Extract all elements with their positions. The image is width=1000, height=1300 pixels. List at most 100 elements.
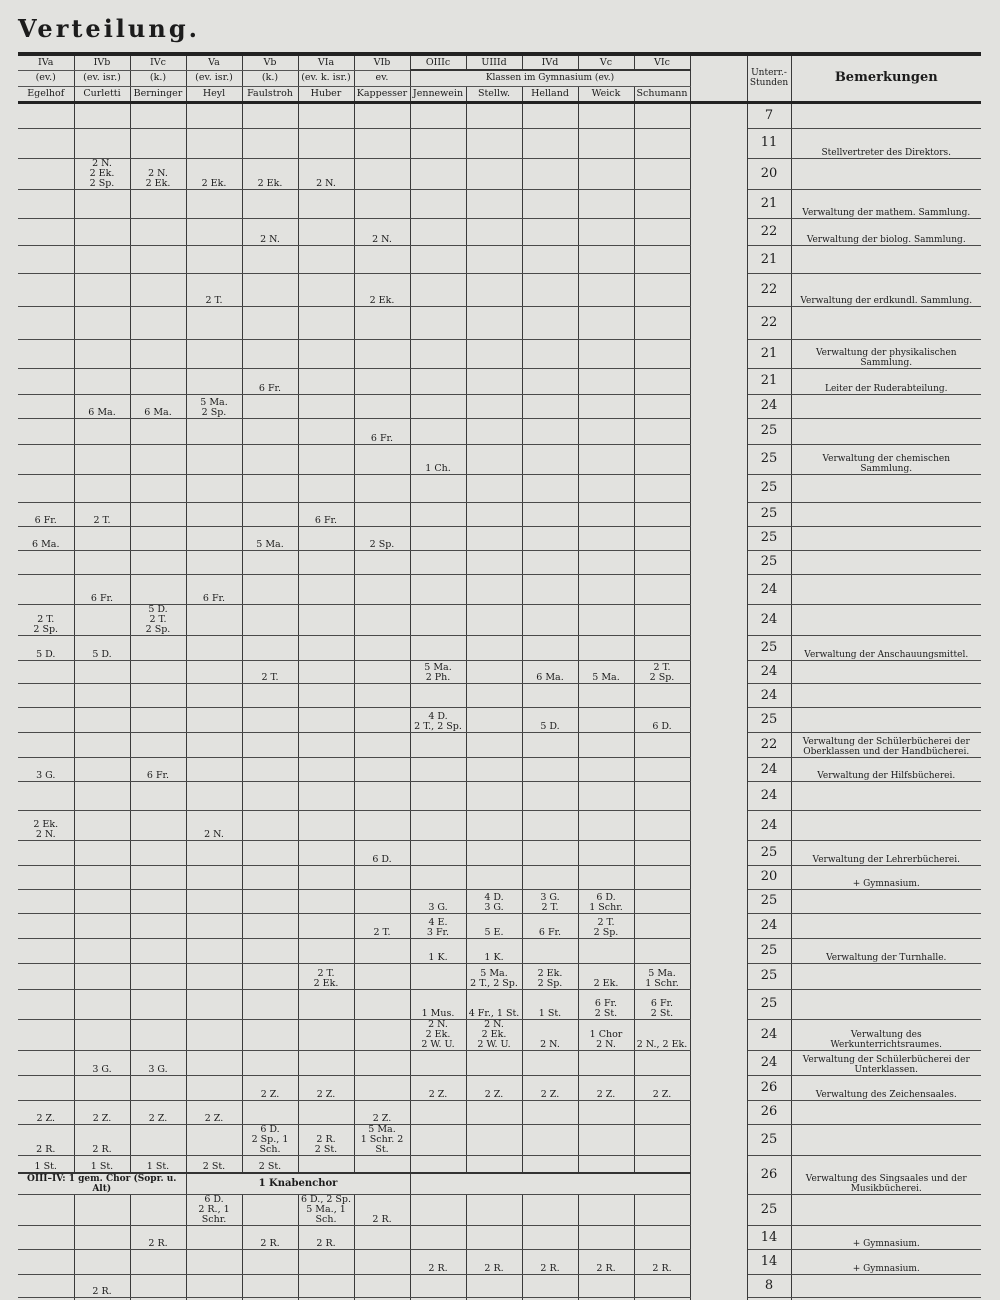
table-row: 21 Verwaltung der mathem. Sammlung. [18,189,981,219]
hours-cell: 25 [746,840,792,866]
assignment-cell [410,635,467,661]
assignment-cell [242,189,299,219]
assignment-cell: 2 Z. [578,1075,635,1101]
assignment-cell [522,1100,579,1125]
assignment-cell [634,474,691,503]
assignment-cell: 2 Sp. [354,526,411,551]
assignment-cell [74,1194,131,1226]
assignment-cell [466,1274,523,1298]
assignment-cell [466,574,523,605]
assignment-cell [74,444,131,475]
assignment-cell [410,273,467,307]
gap-cell [690,1075,748,1100]
assignment-cell [354,938,411,964]
remark-cell [791,306,981,340]
remark-cell [791,550,981,575]
assignment-cell [466,444,523,475]
assignment-cell: 4 Fr., 1 St. [466,989,523,1020]
assignment-cell [18,1019,75,1051]
assignment-cell [634,100,691,129]
table-row: 25 [18,474,981,503]
assignment-cell [74,306,131,340]
assignment-cell [186,604,243,636]
assignment-cell [298,913,355,939]
assignment-cell: 6 D. [634,707,691,733]
table-row: 24 [18,683,981,708]
assignment-cell [466,604,523,636]
gap-cell [690,683,748,708]
hours-cell: 25 [746,526,792,551]
assignment-cell [578,781,635,811]
assignment-cell [186,100,243,129]
assignment-cell [466,660,523,684]
assignment-cell [354,1050,411,1076]
assignment-cell [242,963,299,990]
assignment-cell [354,100,411,129]
assignment-cell [522,635,579,661]
assignment-cell: 6 D. 1 Schr. [578,889,635,914]
assignment-cell [634,502,691,527]
assignment-cell [298,128,355,159]
assignment-cell [74,1249,131,1275]
remark-cell [791,502,981,527]
assignment-cell: 2 R. [466,1249,523,1275]
assignment-cell [18,550,75,575]
hours-cell: 24 [746,757,792,782]
assignment-cell [74,189,131,219]
assignment-cell [298,474,355,503]
assignment-cell [578,218,635,246]
assignment-cell [74,218,131,246]
teacher-header: Curletti [74,86,131,103]
assignment-cell [578,810,635,841]
assignment-cell: 2 N., 2 Ek. [634,1019,691,1051]
class-header: VIc [634,52,691,71]
table-row: 1 Mus. 4 Fr., 1 St. 1 St. 6 Fr. 2 St. 6 Fr. … [18,989,981,1020]
assignment-cell [298,574,355,605]
assignment-cell [186,781,243,811]
remark-cell [791,989,981,1020]
assignment-cell [242,550,299,575]
assignment-cell [634,913,691,939]
assignment-cell [466,1050,523,1076]
assignment-cell [634,574,691,605]
assignment-cell [522,306,579,340]
assignment-cell [74,781,131,811]
assignment-cell [186,1274,243,1298]
assignment-cell [298,306,355,340]
remark-cell: Verwaltung der Hilfsbücherei. [791,757,981,782]
assignment-cell: 2 R. [578,1249,635,1275]
assignment-cell [578,1124,635,1156]
gap-cell [690,1100,748,1124]
assignment-cell [522,840,579,866]
assignment-cell [74,474,131,503]
hours-cell: 22 [746,732,792,758]
table-row: 2 N. 2 Ek. 2 W. U. 2 N. 2 Ek. 2 W. U. 2 N.… [18,1019,981,1051]
assignment-cell [466,273,523,307]
assignment-cell [242,1249,299,1275]
assignment-cell: 3 G. [18,757,75,782]
hours-cell: 7 [746,100,792,129]
assignment-cell [186,707,243,733]
assignment-cell [578,526,635,551]
assignment-cell: 2 Z. [130,1100,187,1125]
assignment-cell [186,502,243,527]
assignment-cell [354,502,411,527]
hours-cell: 21 [746,368,792,395]
assignment-cell: 2 R. [242,1225,299,1250]
assignment-cell: 6 Ma. [522,660,579,684]
gap-cell [690,889,748,913]
gap-cell [690,502,748,526]
remark-cell: Stellvertreter des Direktors. [791,128,981,159]
class-header: UIIId [466,52,523,71]
hours-cell: 24 [746,683,792,708]
assignment-cell [634,810,691,841]
table-row: 6 Ma. 6 Ma. 5 Ma. 2 Sp. 24 [18,394,981,419]
assignment-cell: 1 St. [522,989,579,1020]
assignment-cell [466,1155,523,1174]
assignment-cell [634,1050,691,1076]
gap-cell [690,604,748,636]
assignment-cell [522,1155,579,1174]
assignment-cell [298,339,355,369]
assignment-cell [186,245,243,274]
assignment-cell [634,1297,691,1300]
